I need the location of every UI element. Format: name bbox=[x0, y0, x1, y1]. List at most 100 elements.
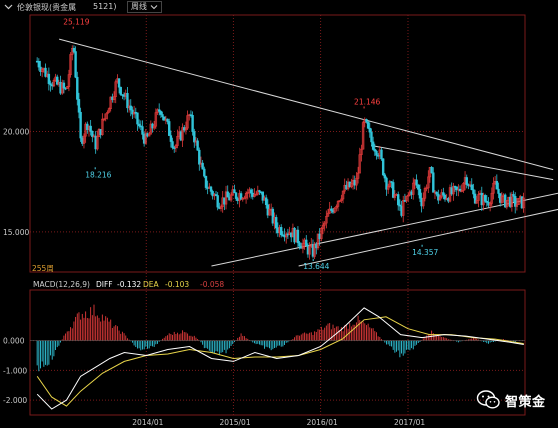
candle-up bbox=[522, 197, 525, 209]
candle-down bbox=[264, 197, 268, 205]
candle-up bbox=[448, 187, 452, 202]
candle-up bbox=[462, 183, 465, 191]
candle-down bbox=[137, 123, 141, 127]
candle-down bbox=[296, 229, 300, 244]
candle-down bbox=[458, 188, 462, 191]
candle-down bbox=[201, 162, 204, 170]
candle-up bbox=[422, 197, 425, 207]
candle-up bbox=[149, 123, 153, 135]
candle-down bbox=[141, 126, 144, 135]
candle-down bbox=[89, 125, 92, 132]
candle-down bbox=[226, 191, 229, 198]
candle-up bbox=[308, 245, 311, 255]
chart-grid bbox=[29, 14, 526, 416]
candle-up bbox=[101, 118, 104, 136]
candle-down bbox=[44, 67, 47, 77]
candle-down bbox=[370, 131, 373, 143]
candle-down bbox=[465, 177, 468, 185]
candle-up bbox=[360, 148, 363, 155]
candle-up bbox=[316, 233, 320, 249]
x-tick-label: 2016/01 bbox=[307, 418, 338, 427]
candle-up bbox=[84, 123, 87, 137]
candle-down bbox=[191, 115, 194, 132]
candle-down bbox=[76, 76, 79, 100]
candle-up bbox=[114, 81, 117, 97]
candle-down bbox=[234, 192, 238, 199]
candle-down bbox=[365, 119, 368, 123]
candle-down bbox=[166, 118, 169, 122]
candle-down bbox=[432, 172, 435, 193]
candle-up bbox=[52, 79, 56, 87]
candle-down bbox=[72, 48, 76, 52]
candle-up bbox=[500, 196, 504, 203]
candle-down bbox=[162, 116, 166, 121]
trendline bbox=[59, 38, 554, 171]
chevron-down-icon[interactable] bbox=[4, 2, 13, 11]
candle-down bbox=[485, 200, 488, 203]
candle-up bbox=[66, 86, 69, 89]
candle-down bbox=[430, 166, 433, 174]
dropdown-icon[interactable] bbox=[4, 2, 13, 13]
candle-down bbox=[483, 195, 487, 202]
candle-up bbox=[285, 233, 288, 238]
candle-down bbox=[216, 195, 219, 208]
candle-up bbox=[402, 200, 405, 216]
watermark-text: 智策金 bbox=[505, 395, 546, 410]
candle-down bbox=[390, 181, 393, 183]
candle-up bbox=[104, 113, 107, 120]
candle-up bbox=[361, 122, 365, 150]
candle-down bbox=[159, 111, 163, 115]
candle-up bbox=[325, 216, 328, 224]
candle-down bbox=[274, 217, 278, 229]
candle-up bbox=[405, 195, 408, 201]
dea-label: DEA bbox=[143, 280, 159, 289]
candle-down bbox=[37, 61, 41, 68]
y-tick-label: 15.000 bbox=[3, 228, 29, 237]
candle-down bbox=[398, 204, 402, 207]
candle-up bbox=[510, 194, 514, 207]
candle-down bbox=[375, 150, 378, 156]
price-frame bbox=[29, 14, 526, 273]
instrument-code: 5121) bbox=[93, 2, 117, 11]
candle-up bbox=[109, 96, 112, 109]
candle-up bbox=[492, 182, 495, 194]
candle-up bbox=[423, 188, 427, 199]
candle-up bbox=[356, 172, 360, 179]
candle-down bbox=[418, 189, 422, 199]
macd-histogram bbox=[30, 304, 525, 372]
candle-down bbox=[129, 105, 132, 111]
price-annotations: 25.119 18.216 21.146 13.644 14.357 bbox=[63, 18, 438, 271]
wechat-icon bbox=[476, 390, 500, 409]
instrument-title: 伦敦银现(贵金属 bbox=[17, 3, 77, 12]
candle-down bbox=[193, 131, 196, 143]
candle-up bbox=[321, 224, 325, 229]
candle-down bbox=[209, 186, 213, 192]
annotation-label: 21.146 bbox=[354, 97, 380, 106]
candle-up bbox=[174, 145, 178, 149]
candle-down bbox=[495, 181, 499, 190]
candle-down bbox=[56, 76, 59, 85]
macd-frame bbox=[29, 289, 526, 416]
candle-up bbox=[244, 193, 248, 199]
candle-up bbox=[326, 212, 330, 217]
candle-up bbox=[181, 127, 184, 141]
candle-up bbox=[154, 112, 158, 127]
candle-down bbox=[214, 194, 218, 196]
candle-down bbox=[171, 141, 174, 148]
axis-labels: 20.000 15.000 0.000 -1.000 -2.000 2014/01 2015… bbox=[3, 127, 425, 427]
candle-down bbox=[47, 73, 51, 84]
candle-down bbox=[198, 149, 201, 165]
candle-up bbox=[112, 96, 116, 101]
candle-up bbox=[67, 74, 71, 87]
candle-down bbox=[470, 184, 473, 190]
candle-up bbox=[106, 112, 109, 115]
candle-down bbox=[330, 208, 333, 211]
candle-down bbox=[442, 192, 445, 196]
candle-up bbox=[313, 243, 316, 257]
candle-down bbox=[373, 149, 377, 152]
candle-down bbox=[305, 239, 308, 247]
chevron-down-icon bbox=[150, 4, 157, 9]
candle-down bbox=[74, 51, 77, 78]
period-selector[interactable]: 周线 bbox=[127, 1, 162, 13]
